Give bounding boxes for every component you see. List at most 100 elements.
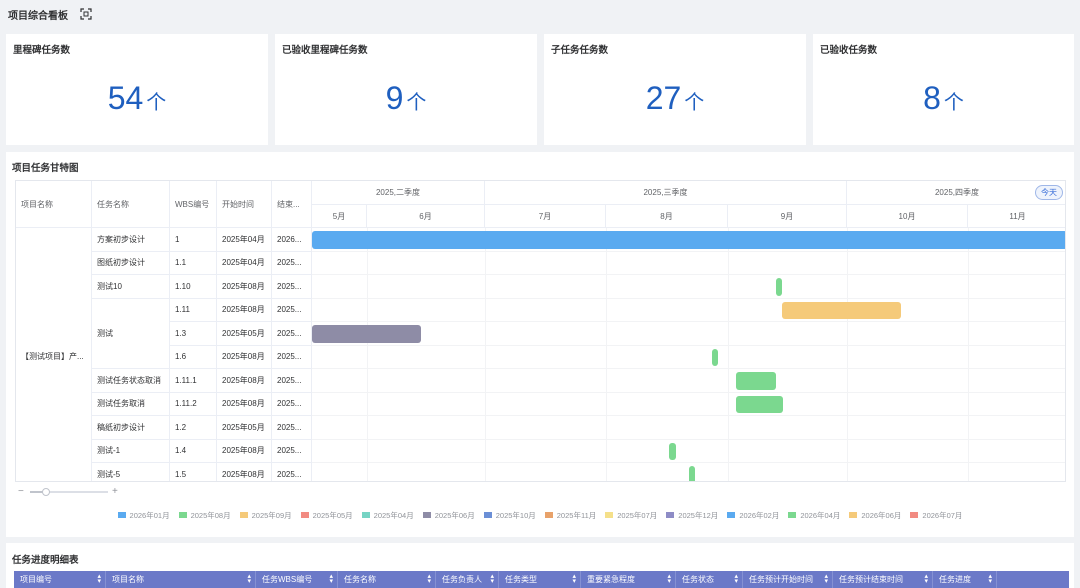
table-header-label: 任务名称 <box>344 575 376 584</box>
kpi-unit: 个 <box>943 92 964 114</box>
gantt-bar[interactable] <box>712 348 719 366</box>
grid-hline <box>312 462 1065 463</box>
table-header-cell[interactable]: 任务状态 ▴ ▾ <box>676 571 743 588</box>
gantt-cell-end: 2025... <box>272 369 312 393</box>
gantt-bar[interactable] <box>688 466 696 481</box>
kpi-label: 已验收里程碑任务数 <box>282 45 368 56</box>
table-header-cell[interactable]: 任务预计开始时间 ▴ ▾ <box>743 571 833 588</box>
gantt-cell-wbs: 1.11.2 <box>170 392 217 416</box>
legend-item[interactable]: 2025年08月 <box>178 509 231 521</box>
table-header-cell[interactable]: 重要紧急程度 ▴ ▾ <box>581 571 676 588</box>
kpi-card-milestone-tasks: 里程碑任务数 54 个 <box>6 34 268 145</box>
sort-icon[interactable]: ▴ ▾ <box>490 573 494 585</box>
legend-item[interactable]: 2025年12月 <box>666 509 718 521</box>
zoom-in-icon[interactable]: + <box>112 486 118 497</box>
legend-item[interactable]: 2026年02月 <box>727 509 779 521</box>
gantt-bar[interactable] <box>781 301 902 319</box>
sort-icon[interactable]: ▴ ▾ <box>924 573 928 585</box>
table-header-cell[interactable]: 任务预计结束时间 ▴ ▾ <box>833 571 933 588</box>
sort-icon[interactable]: ▴ ▾ <box>427 573 431 585</box>
sort-icon[interactable]: ▴ ▾ <box>247 573 251 585</box>
gantt-cell-task: 图纸初步设计 <box>92 251 170 275</box>
legend-label: 2026年07月 <box>922 510 963 520</box>
gantt-bar[interactable] <box>775 278 782 296</box>
gantt-cell-task: 测试-1 <box>92 439 170 463</box>
legend-swatch <box>483 512 492 518</box>
gantt-cell-wbs: 1.1 <box>170 251 217 275</box>
table-header-cell[interactable]: 任务负责人 ▴ ▾ <box>436 571 499 588</box>
table-header-label: 任务进度 <box>939 575 971 584</box>
zoom-handle[interactable] <box>41 488 50 496</box>
page-title: 项目综合看板 <box>8 10 68 22</box>
table-header-cell[interactable]: 项目名称 ▴ ▾ <box>106 571 256 588</box>
sort-icon[interactable]: ▴ ▾ <box>824 573 828 585</box>
gantt-col-task: 任务名称 <box>92 181 170 228</box>
legend-swatch <box>849 512 858 518</box>
table-header-cell[interactable]: 任务WBS编号 ▴ ▾ <box>256 571 338 588</box>
table-header-cell[interactable]: 任务名称 ▴ ▾ <box>338 571 436 588</box>
sort-icon[interactable]: ▴ ▾ <box>329 573 333 585</box>
legend-label: 2025年10月 <box>495 510 536 520</box>
zoom-out-icon[interactable]: − <box>18 486 24 497</box>
table-header-cell[interactable]: 任务进度 ▴ ▾ <box>933 571 997 588</box>
table-header-label: 项目名称 <box>112 575 144 584</box>
gantt-bar[interactable] <box>312 231 1065 249</box>
legend-label: 2025年12月 <box>678 510 719 520</box>
zoom-slider[interactable]: − + <box>18 487 118 497</box>
kpi-label: 已验收任务数 <box>820 45 878 56</box>
legend-swatch <box>178 512 187 518</box>
gantt-cell-end: 2025... <box>272 439 312 463</box>
kpi-value: 8 <box>923 80 941 116</box>
legend-item[interactable]: 2025年09月 <box>239 509 292 521</box>
sort-icon[interactable]: ▴ ▾ <box>988 573 992 585</box>
gantt-chart[interactable]: 项目名称 任务名称 WBS编号 开始时间 结束... 【测试项目】产... 方案初… <box>15 180 1066 482</box>
legend-item[interactable]: 2025年06月 <box>422 509 475 521</box>
table-header-cell[interactable]: 项目编号 ▴ ▾ <box>14 571 106 588</box>
month-header: 7月 <box>485 205 606 228</box>
legend-item[interactable]: 2026年04月 <box>788 509 840 521</box>
gantt-bar[interactable] <box>669 442 676 460</box>
kpi-value: 27 <box>645 80 682 116</box>
legend-item[interactable]: 2026年01月 <box>117 509 170 521</box>
legend-label: 2025年04月 <box>373 510 414 520</box>
sort-icon[interactable]: ▴ ▾ <box>97 573 101 585</box>
gantt-col-end: 结束... <box>272 181 312 228</box>
legend-item[interactable]: 2025年05月 <box>300 509 353 521</box>
grid-vline <box>968 228 969 481</box>
sort-icon[interactable]: ▴ ▾ <box>734 573 738 585</box>
sort-icon[interactable]: ▴ ▾ <box>572 573 576 585</box>
sort-icon[interactable]: ▴ ▾ <box>667 573 671 585</box>
legend-label: 2026年02月 <box>739 510 780 520</box>
gantt-cell-start: 2025年08月 <box>217 392 272 416</box>
legend-item[interactable]: 2026年07月 <box>910 509 962 521</box>
gantt-timeline[interactable]: 2025,二季度 2025,三季度 2025,四季度 今天 5月 6月 7月 8… <box>312 181 1065 481</box>
legend-swatch <box>910 512 919 518</box>
legend-item[interactable]: 2025年10月 <box>483 509 536 521</box>
detail-table-title: 任务进度明细表 <box>12 555 79 566</box>
gantt-cell-wbs: 1.4 <box>170 439 217 463</box>
legend-item[interactable]: 2025年07月 <box>605 509 657 521</box>
gantt-bar[interactable] <box>736 395 783 413</box>
gantt-cell-end: 2025... <box>272 275 312 299</box>
gantt-cell-wbs: 1.10 <box>170 275 217 299</box>
legend-label: 2025年08月 <box>190 510 231 520</box>
fullscreen-icon[interactable] <box>80 8 92 20</box>
legend-item[interactable]: 2025年11月 <box>544 509 596 521</box>
gantt-bar[interactable] <box>312 325 422 343</box>
grid-hline <box>312 274 1065 275</box>
gantt-cell-wbs: 1.11.1 <box>170 369 217 393</box>
gantt-cell-end: 2025... <box>272 322 312 346</box>
today-button[interactable]: 今天 <box>1035 185 1063 200</box>
gantt-legend: 2026年01月 2025年08月 2025年09月 2025年05月 2025年04月… <box>6 509 1074 521</box>
gantt-cell-wbs: 1.5 <box>170 463 217 481</box>
grid-hline <box>312 321 1065 322</box>
legend-item[interactable]: 2025年04月 <box>361 509 414 521</box>
table-header-cell[interactable]: 任务类型 ▴ ▾ <box>499 571 581 588</box>
grid-hline <box>312 438 1065 440</box>
legend-item[interactable]: 2026年06月 <box>849 509 901 521</box>
month-header: 9月 <box>728 205 847 228</box>
gantt-bar[interactable] <box>736 372 776 390</box>
grid-vline <box>847 228 848 481</box>
kpi-label: 子任务任务数 <box>551 45 609 56</box>
